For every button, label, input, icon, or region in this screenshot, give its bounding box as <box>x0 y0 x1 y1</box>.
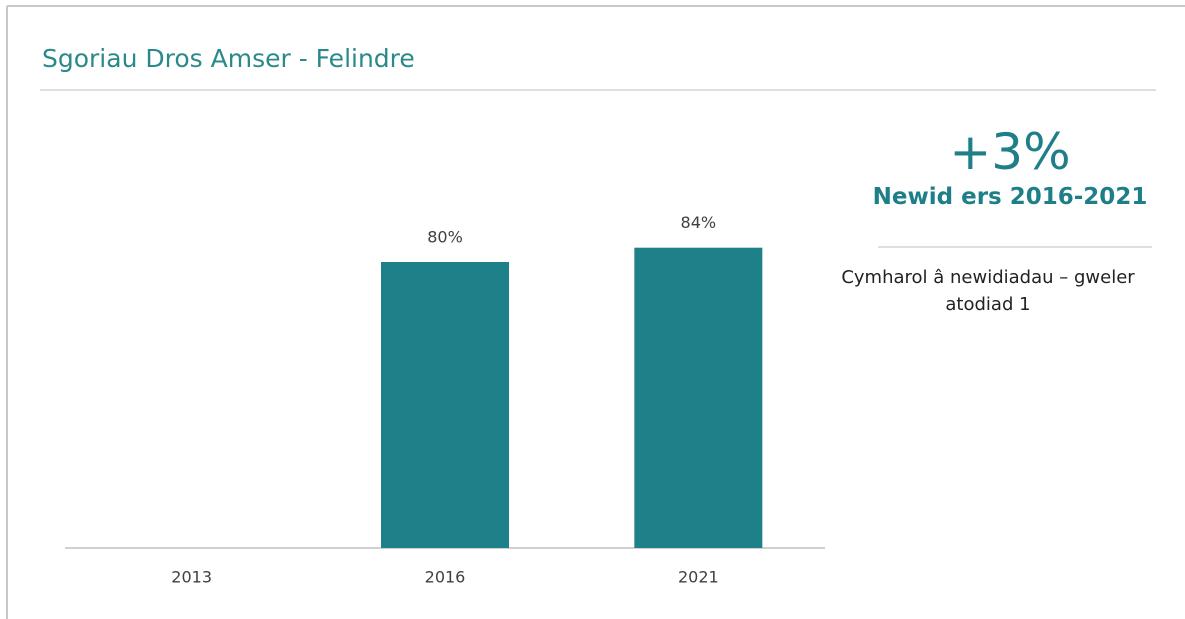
x-tick-label: 2013 <box>171 568 212 587</box>
bar <box>634 247 763 548</box>
headline: +3% <box>949 123 1071 181</box>
headline-subtitle: Newid ers 2016-2021 <box>872 184 1148 210</box>
x-tick-label: 2021 <box>678 568 719 587</box>
value-label: 80% <box>427 228 463 247</box>
bar <box>381 262 509 548</box>
note: Cymharol â newidiadau – gweler atodiad 1 <box>841 267 1135 315</box>
x-tick-label: 2016 <box>425 568 466 587</box>
value-label: 84% <box>681 213 717 232</box>
chart-title: Sgoriau Dros Amser - Felindre <box>42 44 415 73</box>
